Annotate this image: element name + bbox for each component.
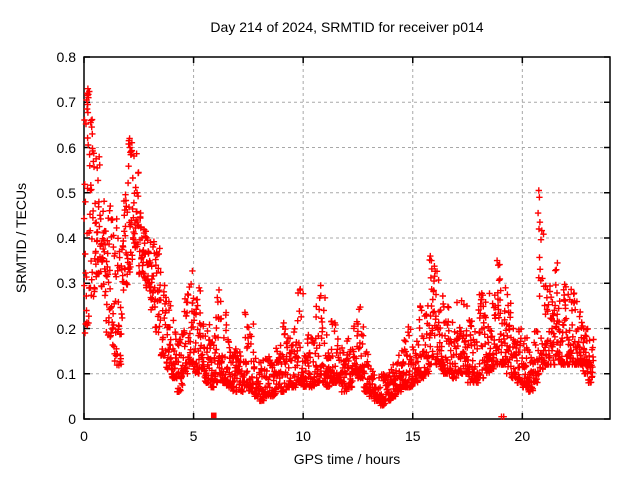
y-tick-label: 0.1 [56, 365, 76, 382]
x-tick-label: 10 [295, 428, 311, 444]
y-tick-label: 0.8 [56, 49, 76, 65]
y-tick-label: 0.3 [56, 275, 76, 292]
x-tick-label: 0 [80, 428, 88, 444]
y-tick-label: 0.6 [56, 139, 76, 156]
y-tick-label: 0.7 [56, 94, 76, 111]
chart-title: Day 214 of 2024, SRMTID for receiver p01… [210, 19, 484, 35]
x-tick-label: 20 [514, 428, 531, 444]
y-tick-label: 0.2 [56, 320, 76, 337]
data-points-srmtid [80, 85, 597, 420]
square-marker-point [210, 412, 217, 419]
x-tick-label: 15 [404, 428, 421, 444]
y-tick-label: 0.5 [56, 184, 76, 201]
y-tick-label: 0 [68, 411, 76, 427]
x-axis-title: GPS time / hours [293, 451, 401, 467]
x-tick-label: 5 [189, 428, 198, 444]
y-tick-label: 0.4 [56, 230, 76, 246]
axes-frame [83, 56, 611, 420]
